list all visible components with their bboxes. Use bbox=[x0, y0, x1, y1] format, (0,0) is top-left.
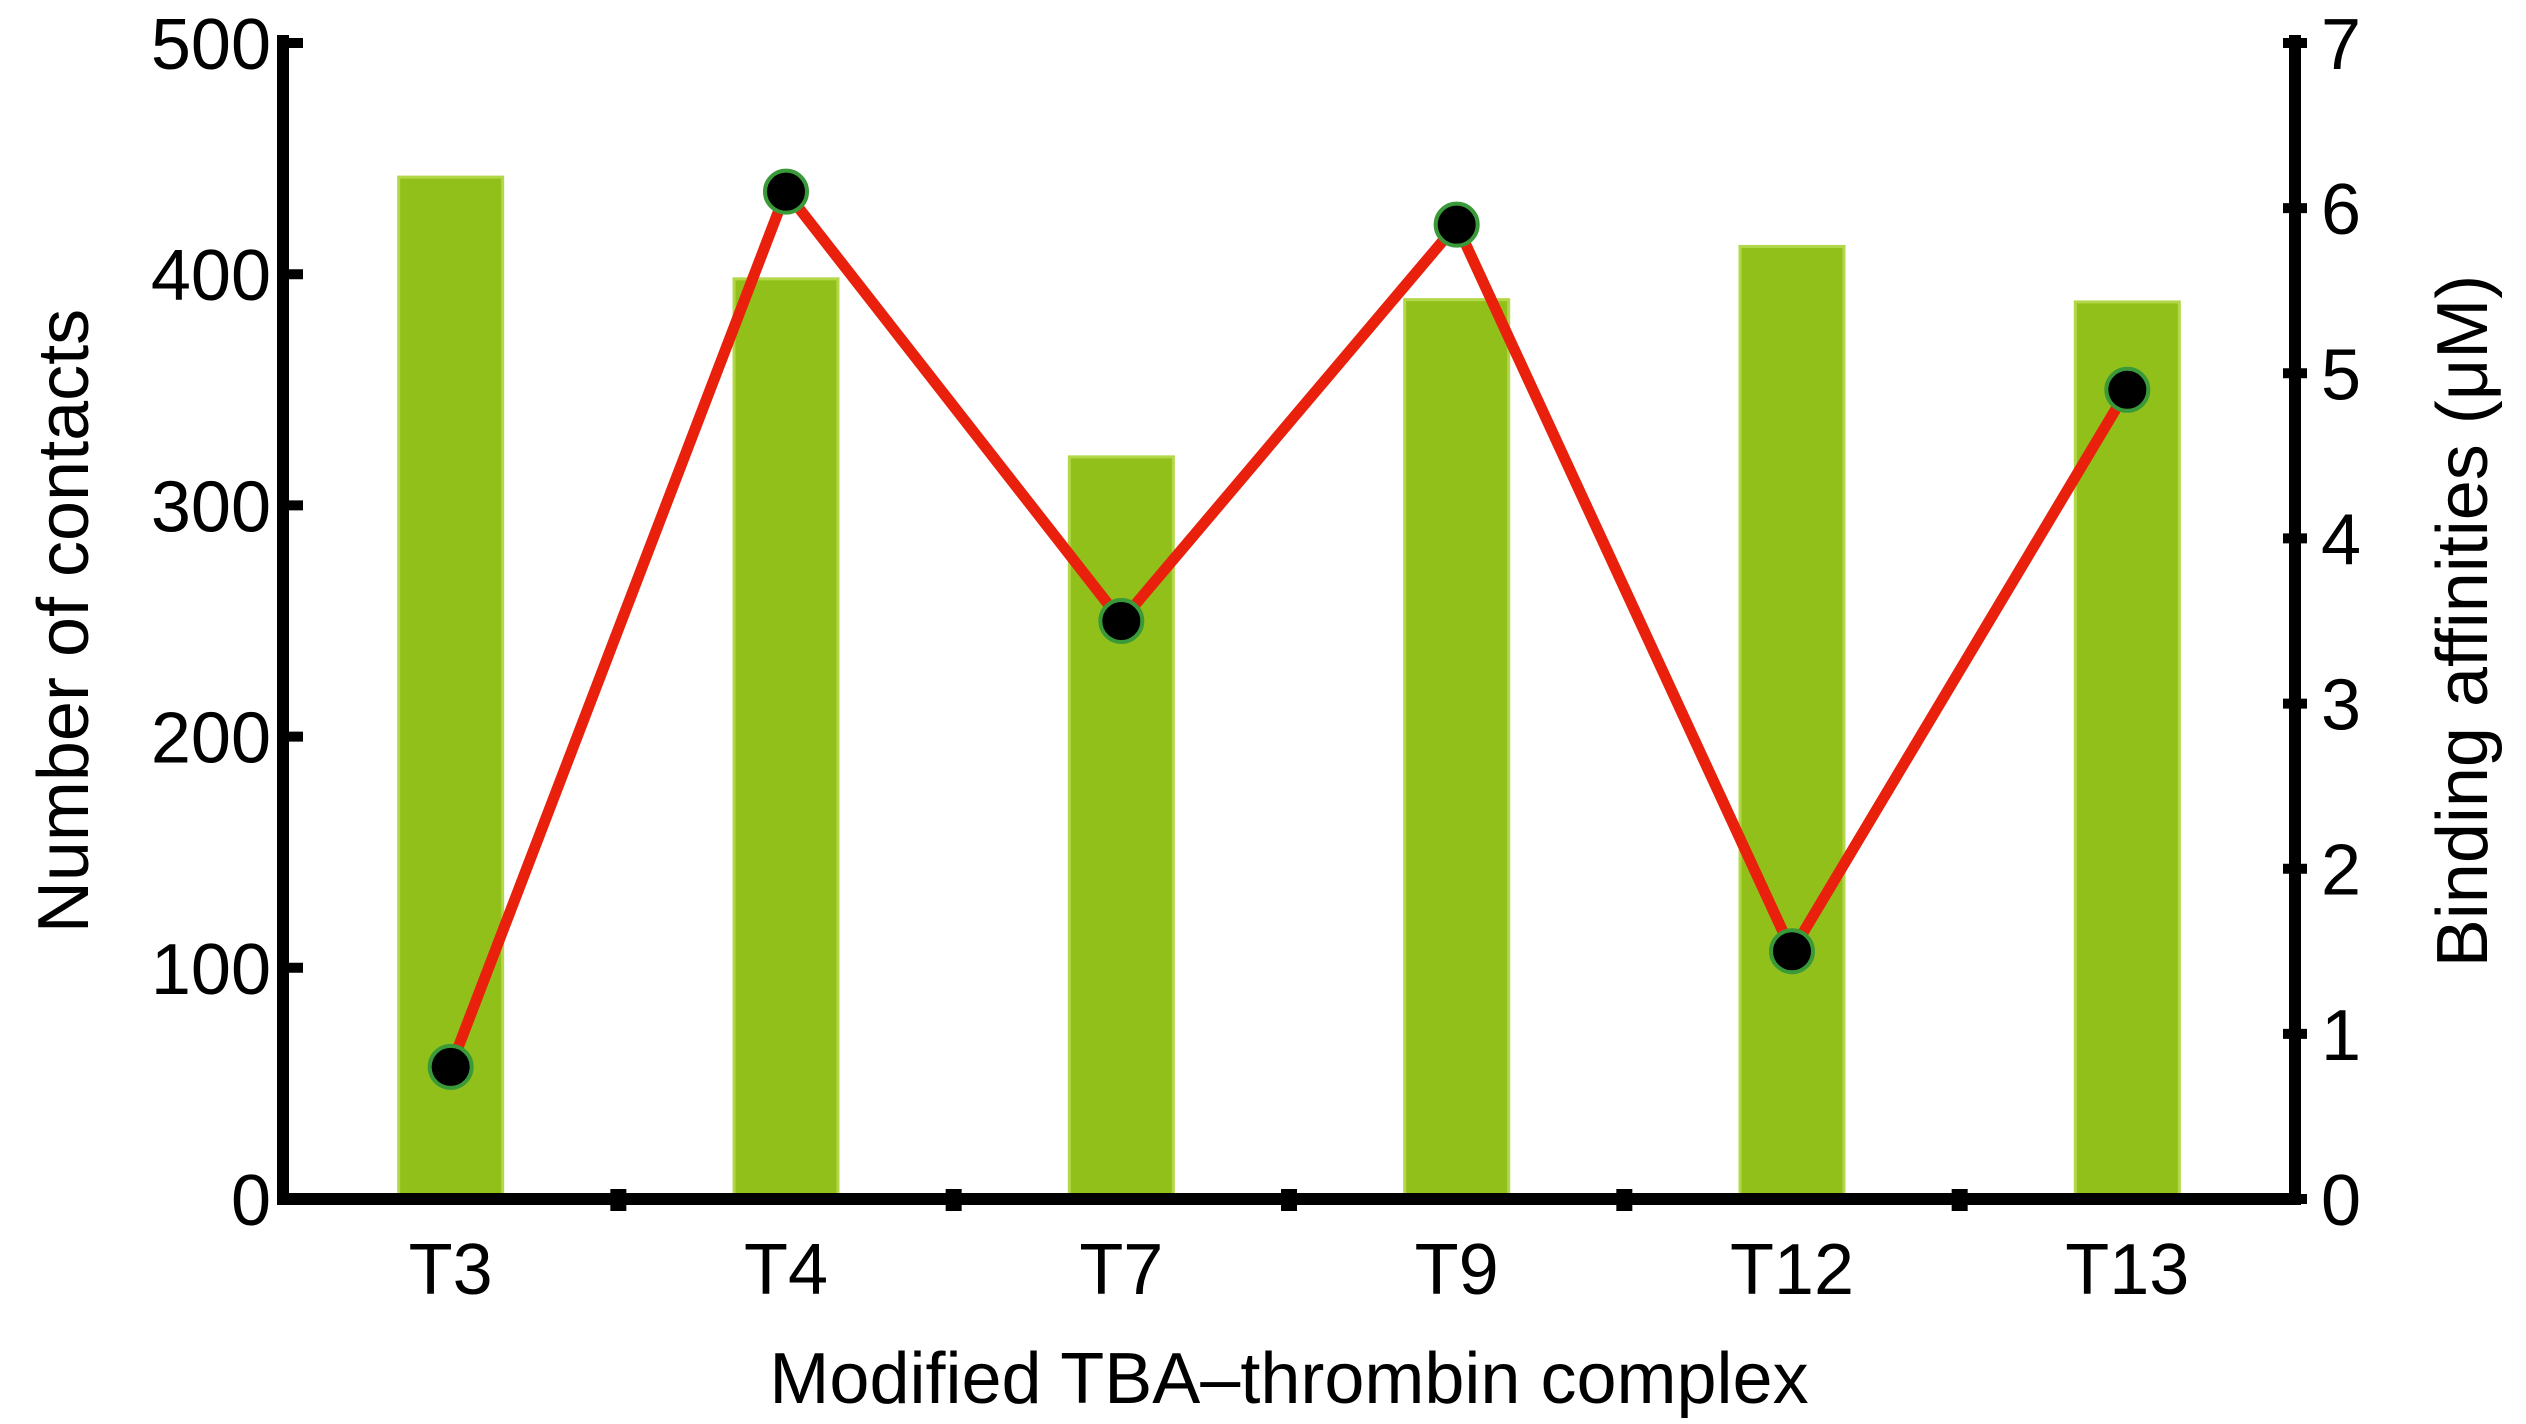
y-left-axis-title: Number of contacts bbox=[24, 309, 104, 933]
bar-t4 bbox=[732, 277, 840, 1201]
y-right-tick-label: 3 bbox=[2321, 666, 2361, 746]
point-t7 bbox=[1098, 598, 1145, 644]
x-tick bbox=[945, 1189, 962, 1211]
x-tick bbox=[1616, 1189, 1633, 1211]
x-tick-label-t3: T3 bbox=[409, 1230, 493, 1310]
y-left-tick-label: 100 bbox=[151, 930, 271, 1010]
x-axis-title: Modified TBA–thrombin complex bbox=[769, 1339, 1808, 1419]
point-t13 bbox=[2104, 366, 2151, 413]
x-tick-label-t4: T4 bbox=[744, 1230, 828, 1310]
bar-t12 bbox=[1738, 244, 1846, 1201]
y-left-tick-label: 500 bbox=[151, 5, 271, 85]
y-left-tick-label: 200 bbox=[151, 699, 271, 779]
binding-affinity-line bbox=[445, 180, 2133, 1069]
y-right-tick-label: 6 bbox=[2321, 170, 2361, 250]
y-right-tick-label: 7 bbox=[2321, 5, 2361, 85]
y-right-tick-label: 1 bbox=[2321, 996, 2361, 1076]
y-right-tick-label: 0 bbox=[2321, 1161, 2361, 1241]
line-layer bbox=[427, 168, 2151, 1090]
x-tick-label-t12: T12 bbox=[1730, 1230, 1854, 1310]
bar-t9 bbox=[1403, 298, 1511, 1201]
y-right-tick-label: 4 bbox=[2321, 500, 2361, 580]
x-tick-label-t13: T13 bbox=[2065, 1230, 2189, 1310]
labels-layer: 0 100 200 300 400 500 0 1 2 3 4 5 6 7 T3 T4 T7 T9 T12 T13 Mo… bbox=[24, 5, 2503, 1419]
axes-layer bbox=[277, 35, 2307, 1211]
y-left-tick-label: 400 bbox=[151, 236, 271, 316]
x-tick bbox=[1951, 1189, 1968, 1211]
bar-t13 bbox=[2073, 300, 2181, 1201]
y-right-tick-label: 5 bbox=[2321, 335, 2361, 415]
y-left-tick-label: 0 bbox=[231, 1161, 271, 1241]
point-t12 bbox=[1769, 928, 1815, 975]
x-tick bbox=[610, 1189, 627, 1211]
x-tick-label-t9: T9 bbox=[1415, 1230, 1499, 1310]
y-right-tick-label: 2 bbox=[2321, 831, 2361, 911]
y-left-tick-label: 300 bbox=[151, 467, 271, 547]
y-right-axis-title: Binding affinities (μM) bbox=[2423, 275, 2503, 967]
bar-t3 bbox=[397, 175, 505, 1201]
point-t4 bbox=[763, 168, 809, 215]
x-tick bbox=[1281, 1189, 1297, 1211]
bars-layer bbox=[397, 175, 2181, 1201]
x-tick-label-t7: T7 bbox=[1079, 1230, 1163, 1310]
point-t3 bbox=[427, 1043, 474, 1090]
point-t9 bbox=[1433, 201, 1480, 248]
